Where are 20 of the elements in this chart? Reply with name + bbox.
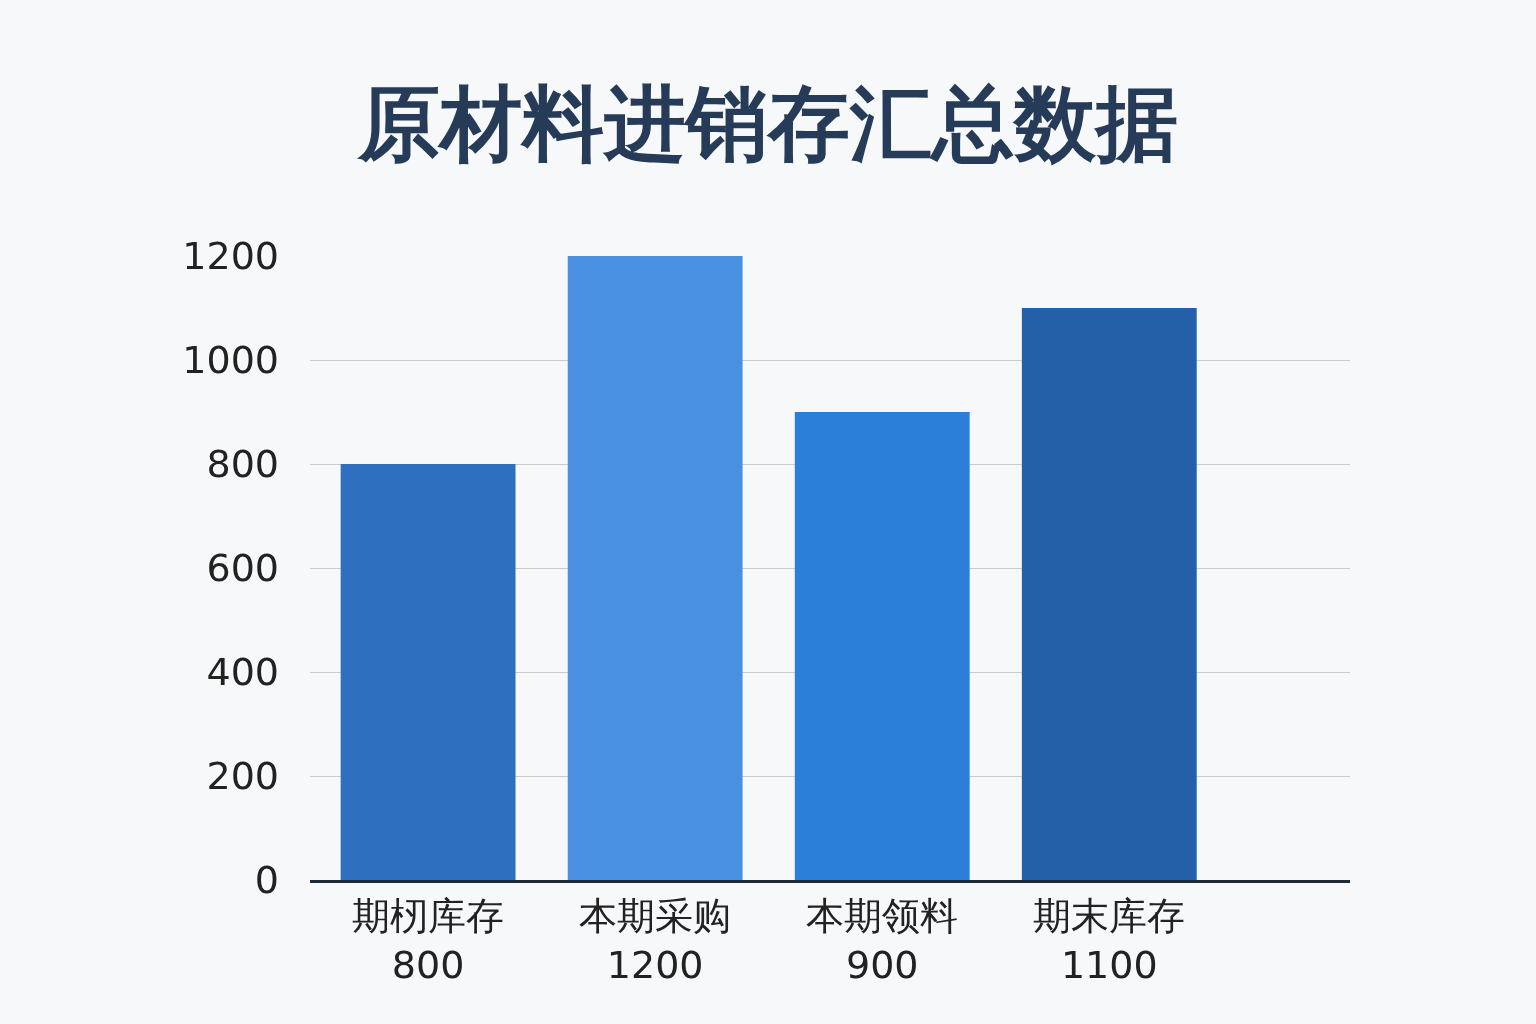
y-tick-label: 1200 — [182, 234, 279, 279]
data-label: 1200 — [606, 943, 704, 987]
x-tick-label: 期杒库存 — [352, 893, 505, 938]
chart-title: 原材料进销存汇总数据 — [356, 75, 1178, 171]
y-tick-label: 800 — [206, 442, 279, 487]
x-tick-label: 本期采购 — [579, 893, 732, 938]
y-tick-label: 600 — [206, 546, 279, 591]
y-tick-label: 1000 — [182, 338, 279, 383]
x-tick-label: 期末库存 — [1033, 893, 1186, 938]
data-label: 1100 — [1060, 943, 1158, 987]
data-label: 900 — [845, 943, 919, 987]
bar — [794, 412, 970, 880]
bar — [340, 464, 516, 880]
y-tick-label: 200 — [206, 754, 279, 799]
y-tick-label: 400 — [206, 650, 279, 695]
x-tick-label: 本期领料 — [806, 893, 959, 938]
y-tick-label: 0 — [254, 858, 279, 903]
bar — [567, 256, 743, 880]
data-label: 800 — [391, 943, 465, 987]
bar — [1021, 308, 1197, 880]
